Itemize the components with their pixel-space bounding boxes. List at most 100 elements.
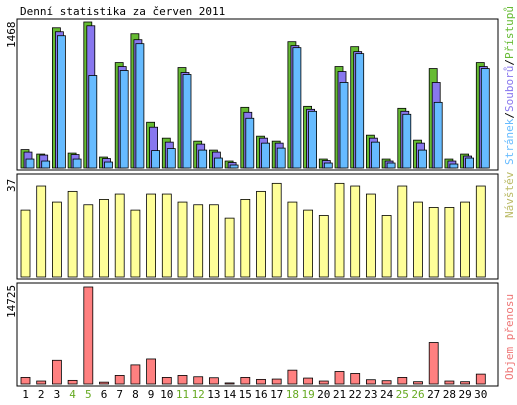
x-tick-day-3: 3 bbox=[54, 388, 61, 401]
x-tick-day-12: 12 bbox=[192, 388, 205, 401]
visits-bar-28 bbox=[444, 207, 455, 278]
visits-bar-2 bbox=[36, 185, 47, 278]
x-tick-day-23: 23 bbox=[364, 388, 377, 401]
hits-bar-stranek-26 bbox=[418, 149, 427, 169]
hits-bar-stranek-18 bbox=[292, 47, 302, 169]
volume-bar-15 bbox=[240, 377, 251, 385]
volume-panel-frame bbox=[16, 282, 499, 387]
volume-bar-10 bbox=[161, 377, 172, 385]
hits-bar-stranek-10 bbox=[166, 148, 176, 169]
hits-bar-stranek-6 bbox=[104, 161, 113, 169]
hits-bar-stranek-16 bbox=[261, 142, 270, 169]
volume-legend: Objem přenosu bbox=[503, 294, 516, 380]
visits-bar-23 bbox=[365, 193, 376, 278]
volume-bar-1 bbox=[20, 377, 31, 385]
volume-bar-19 bbox=[303, 377, 314, 385]
visits-bar-11 bbox=[177, 201, 188, 278]
volume-bar-8 bbox=[130, 364, 141, 385]
x-tick-day-22: 22 bbox=[349, 388, 362, 401]
x-tick-day-18: 18 bbox=[286, 388, 299, 401]
volume-bar-30 bbox=[475, 373, 486, 385]
visits-bar-1 bbox=[20, 209, 31, 278]
hits-bar-stranek-3 bbox=[57, 35, 66, 169]
volume-bar-6 bbox=[99, 381, 109, 385]
visits-bar-19 bbox=[303, 209, 314, 278]
visits-bar-22 bbox=[350, 185, 361, 278]
volume-bar-29 bbox=[460, 381, 471, 385]
visits-bar-20 bbox=[318, 215, 329, 278]
visits-bar-14 bbox=[224, 217, 235, 278]
visits-bar-12 bbox=[193, 204, 204, 278]
hits-legend-part-0: Stránek bbox=[503, 118, 516, 165]
volume-bar-16 bbox=[256, 378, 266, 385]
visits-bar-10 bbox=[161, 193, 172, 278]
hits-bar-stranek-29 bbox=[465, 157, 475, 169]
hits-bar-stranek-15 bbox=[245, 117, 255, 169]
visits-legend: Návštěv bbox=[503, 171, 516, 218]
volume-bar-3 bbox=[52, 359, 62, 385]
x-tick-day-26: 26 bbox=[411, 388, 424, 401]
hits-bar-stranek-25 bbox=[402, 113, 412, 169]
visits-bar-17 bbox=[271, 182, 282, 278]
x-tick-day-17: 17 bbox=[270, 388, 283, 401]
volume-bar-4 bbox=[67, 379, 78, 385]
visits-bar-18 bbox=[287, 201, 298, 278]
hits-bar-stranek-28 bbox=[449, 163, 459, 169]
visits-bar-9 bbox=[146, 193, 157, 278]
x-tick-day-7: 7 bbox=[116, 388, 123, 401]
volume-bar-14 bbox=[224, 382, 235, 385]
visits-legend-part-0: Návštěv bbox=[503, 171, 516, 218]
x-tick-day-9: 9 bbox=[148, 388, 155, 401]
hits-bar-stranek-30 bbox=[480, 68, 490, 169]
visits-bar-15 bbox=[240, 199, 251, 278]
volume-bar-27 bbox=[428, 342, 439, 385]
hits-legend-part-3: / bbox=[503, 59, 516, 66]
x-tick-day-20: 20 bbox=[317, 388, 330, 401]
x-tick-day-15: 15 bbox=[239, 388, 252, 401]
x-tick-day-8: 8 bbox=[132, 388, 139, 401]
x-tick-day-24: 24 bbox=[380, 388, 394, 401]
visits-bar-7 bbox=[114, 193, 125, 278]
x-tick-day-29: 29 bbox=[458, 388, 471, 401]
visits-bar-3 bbox=[52, 201, 62, 278]
volume-bar-21 bbox=[334, 371, 345, 385]
x-tick-day-10: 10 bbox=[160, 388, 173, 401]
x-tick-day-19: 19 bbox=[301, 388, 314, 401]
hits-bar-stranek-13 bbox=[213, 157, 223, 169]
bars-layer bbox=[20, 21, 490, 385]
hits-bar-stranek-22 bbox=[355, 53, 365, 169]
visits-ymax-label: 37 bbox=[5, 179, 18, 192]
x-tick-day-27: 27 bbox=[427, 388, 440, 401]
x-tick-day-30: 30 bbox=[474, 388, 487, 401]
x-tick-day-1: 1 bbox=[22, 388, 29, 401]
x-tick-day-28: 28 bbox=[443, 388, 456, 401]
hits-legend-part-4: Přístupů bbox=[503, 6, 516, 59]
x-axis-ticks: 1 2 3 4 5 6 7 8 9 10 11 12 13 14 15 16 17 18 19 20 21 22 23 24 2… bbox=[22, 388, 487, 401]
hits-bar-stranek-8 bbox=[135, 43, 145, 169]
volume-bar-24 bbox=[381, 380, 392, 385]
x-tick-day-16: 16 bbox=[254, 388, 267, 401]
hits-bar-stranek-4 bbox=[72, 158, 82, 169]
chart-title: Denní statistika za červen 2011 bbox=[20, 5, 225, 18]
x-tick-day-13: 13 bbox=[207, 388, 220, 401]
visits-bar-29 bbox=[460, 201, 471, 278]
volume-bar-2 bbox=[36, 380, 47, 385]
hits-bar-stranek-17 bbox=[276, 147, 286, 169]
hits-panel-frame bbox=[16, 18, 499, 171]
x-tick-day-11: 11 bbox=[176, 388, 189, 401]
hits-bar-stranek-24 bbox=[386, 162, 396, 169]
volume-bar-20 bbox=[318, 380, 329, 385]
volume-bar-7 bbox=[114, 375, 125, 385]
volume-bar-23 bbox=[365, 379, 376, 385]
volume-legend-part-0: Objem přenosu bbox=[503, 294, 516, 380]
volume-bar-9 bbox=[146, 358, 157, 385]
volume-bar-5 bbox=[83, 286, 94, 385]
volume-ymax-label: 14725 bbox=[5, 285, 18, 318]
x-tick-day-21: 21 bbox=[333, 388, 346, 401]
hits-bar-stranek-2 bbox=[41, 160, 51, 169]
x-tick-day-6: 6 bbox=[101, 388, 108, 401]
hits-legend-part-2: Souborů bbox=[503, 66, 516, 112]
volume-bar-26 bbox=[413, 381, 423, 385]
